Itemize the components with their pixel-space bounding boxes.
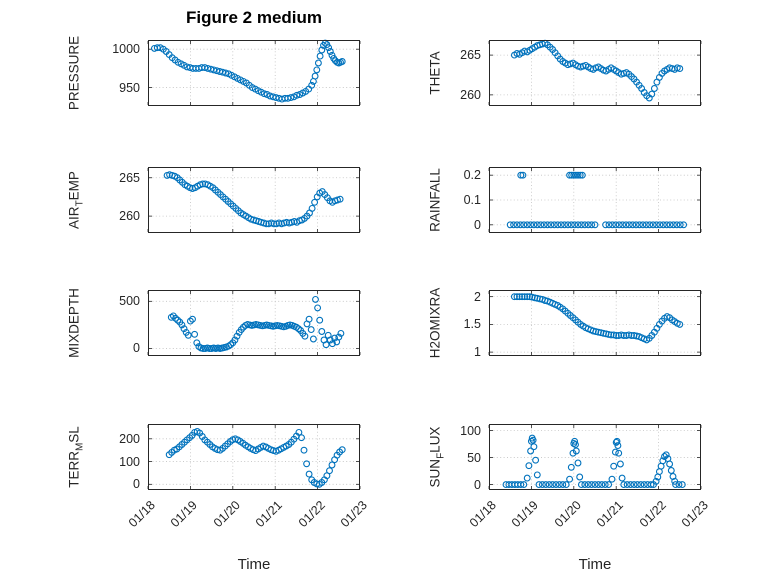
y-tick-label: 260 — [460, 87, 481, 102]
subplot-theta: THETA 260 265 — [428, 39, 702, 106]
y-tick-label: 200 — [119, 431, 140, 446]
y-tick-label: 265 — [460, 48, 481, 63]
plot-area-rainfall — [488, 167, 702, 233]
subplot-rainfall: RAINFALL 0 0.1 0.2 — [428, 167, 702, 233]
y-tick-label: 100 — [119, 454, 140, 469]
plot-area-pressure — [147, 39, 361, 106]
y-axis-label-pressure: PRESSURE — [67, 36, 86, 110]
ylabel-text: AIR — [66, 206, 82, 229]
ylabel-subscript: T — [74, 200, 86, 207]
x-axis-label-right: Time — [578, 556, 612, 573]
figure-title: Figure 2 medium — [185, 8, 323, 27]
y-tick-label: 1000 — [112, 42, 140, 57]
subplot-h2omixra: H2OMIXRA 1 1.5 2 — [428, 288, 702, 359]
ylabel-text: PRESSURE — [66, 35, 82, 111]
y-axis-label-air-temp: AIRTEMP — [67, 171, 86, 229]
y-tick-label: 0 — [474, 217, 481, 232]
subplot-air-temp: AIRTEMP 260 265 — [67, 167, 361, 233]
y-axis-label-mixdepth: MIXDEPTH — [67, 288, 86, 358]
y-tick-label: 260 — [119, 209, 140, 224]
subplot-pressure: PRESSURE 950 1000 — [67, 36, 361, 110]
y-tick-label: 950 — [119, 80, 140, 95]
ylabel-text: EMP — [66, 171, 82, 201]
plot-area-sun-flux — [488, 424, 702, 490]
plot-area-air-temp — [147, 167, 361, 233]
x-axis-label-left: Time — [237, 556, 271, 573]
y-tick-label: 0 — [133, 477, 140, 492]
y-tick-label: 2 — [474, 289, 481, 304]
ylabel-text: TERR — [66, 451, 82, 488]
y-tick-label: 265 — [119, 170, 140, 185]
y-tick-label: 1 — [474, 345, 481, 360]
subplot-terr-msl: TERRMSL 0 100 200 01/18 01/19 01/20 01/21 01/22… — [67, 424, 370, 530]
y-tick-label: 0 — [474, 477, 481, 492]
y-tick-label: 0.1 — [463, 193, 481, 207]
x-tick-label: 01/18 — [125, 498, 158, 531]
y-tick-label: 0.2 — [463, 168, 481, 183]
y-tick-label: 0 — [133, 341, 140, 356]
y-axis-label-terr-msl: TERRMSL — [67, 426, 86, 488]
plot-area-terr-msl — [147, 424, 361, 490]
y-tick-label: 500 — [119, 294, 140, 309]
plot-area-mixdepth — [147, 290, 361, 356]
plot-area-h2omixra — [488, 290, 702, 356]
y-tick-label: 1.5 — [463, 317, 481, 332]
x-tick-label: 01/18 — [466, 498, 499, 531]
subplot-sun-flux: SUNFLUX 0 50 100 01/18 01/19 01/20 01/21 01/22 0… — [428, 424, 711, 531]
subplot-mixdepth: MIXDEPTH 0 500 — [67, 288, 361, 358]
ylabel-text: SL — [66, 426, 82, 443]
plot-area-theta — [488, 39, 702, 106]
y-tick-label: 50 — [467, 450, 481, 465]
ylabel-text: MIXDEPTH — [66, 288, 82, 358]
y-tick-label: 100 — [460, 423, 481, 438]
